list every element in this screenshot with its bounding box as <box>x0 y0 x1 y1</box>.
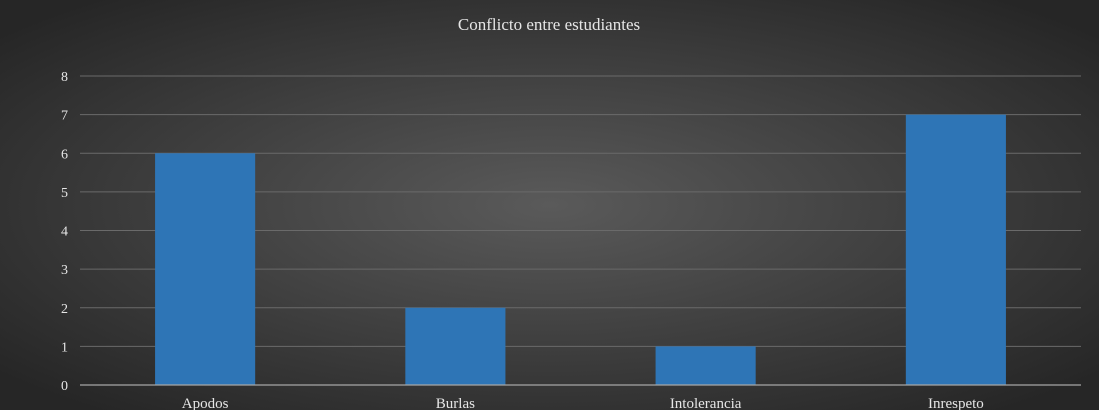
bar <box>655 346 756 385</box>
tick-labels: 0 1 2 3 4 5 6 7 8 Apodos Burlas Intolerancia Inrespe… <box>61 70 984 410</box>
bar <box>905 114 1006 385</box>
y-tick-label: 6 <box>61 147 68 162</box>
x-tick-label: Apodos <box>182 396 229 410</box>
y-tick-label: 4 <box>61 225 68 240</box>
bars <box>155 114 1006 385</box>
y-tick-label: 1 <box>61 340 68 355</box>
y-tick-label: 8 <box>61 70 68 85</box>
y-tick-label: 7 <box>61 109 68 124</box>
y-tick-label: 0 <box>61 379 68 394</box>
bar <box>155 153 256 385</box>
x-tick-label: Inrespeto <box>928 396 984 410</box>
y-tick-label: 5 <box>61 186 68 201</box>
x-tick-label: Intolerancia <box>670 396 742 410</box>
y-tick-label: 3 <box>61 263 68 278</box>
x-tick-label: Burlas <box>436 396 475 410</box>
y-tick-label: 2 <box>61 302 68 317</box>
chart-title: Conflicto entre estudiantes <box>458 15 640 34</box>
bar <box>405 307 506 385</box>
